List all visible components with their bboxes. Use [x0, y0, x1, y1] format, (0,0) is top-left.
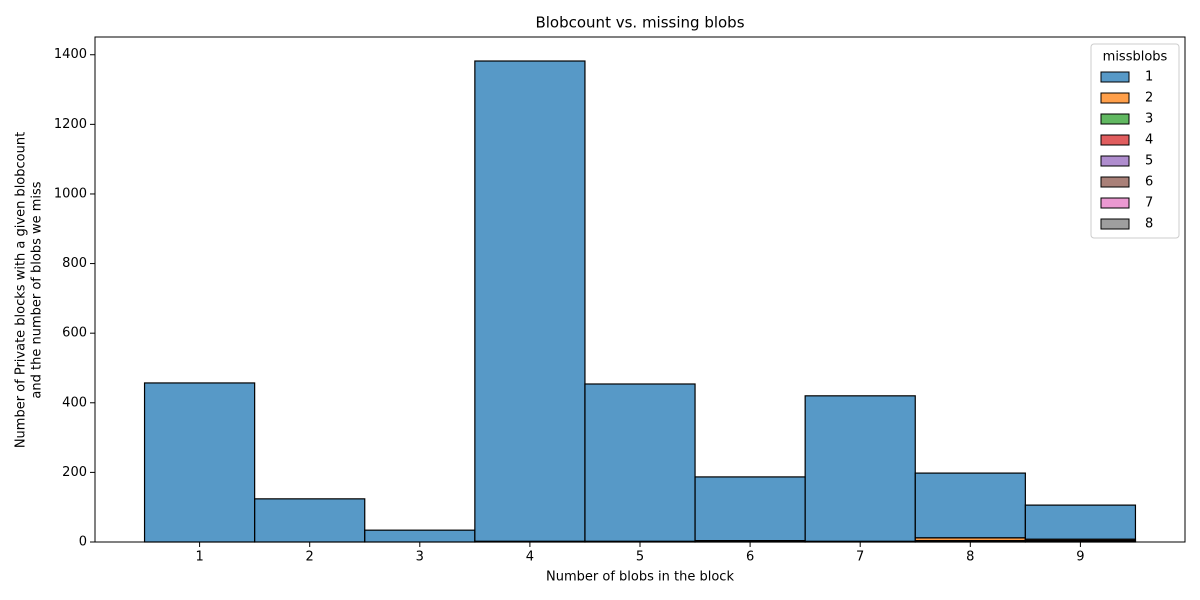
legend-swatch [1100, 113, 1130, 125]
y-tick-label: 1000 [54, 186, 87, 201]
legend-label: 8 [1145, 217, 1153, 232]
legend-label: 7 [1145, 196, 1153, 211]
legend-label: 2 [1145, 91, 1153, 106]
y-tick-label: 200 [62, 465, 87, 480]
legend-swatch [1100, 218, 1130, 230]
legend-swatch [1100, 176, 1130, 188]
legend-swatch [1100, 155, 1130, 167]
x-tick-label: 3 [416, 550, 424, 565]
x-tick-label: 8 [966, 550, 974, 565]
x-axis-label: Number of blobs in the block [546, 570, 734, 585]
x-tick-label: 9 [1076, 550, 1084, 565]
y-tick-label: 600 [62, 326, 87, 341]
y-tick-label: 800 [62, 256, 87, 271]
x-tick-label: 6 [746, 550, 754, 565]
bar [474, 60, 586, 542]
legend-swatch [1100, 92, 1130, 104]
legend-swatch [1100, 134, 1130, 146]
legend-label: 3 [1145, 112, 1153, 127]
y-tick-label: 1200 [54, 117, 87, 132]
bar [804, 395, 916, 542]
legend-swatch [1100, 197, 1130, 209]
x-tick-label: 5 [636, 550, 644, 565]
bar [143, 382, 256, 543]
legend-label: 4 [1145, 133, 1153, 148]
x-tick-label: 1 [195, 550, 203, 565]
y-axis-label: and the number of blobs we miss [30, 181, 45, 398]
bar [914, 472, 1026, 539]
chart-title: Blobcount vs. missing blobs [535, 14, 744, 32]
legend-label: 5 [1145, 154, 1153, 169]
x-tick-label: 7 [856, 550, 864, 565]
bar [364, 529, 476, 543]
y-tick-label: 400 [62, 395, 87, 410]
bar [1024, 504, 1137, 540]
plot-frame [94, 36, 1186, 543]
x-tick-label: 2 [306, 550, 314, 565]
bar [254, 498, 366, 543]
legend-label: 6 [1145, 175, 1153, 190]
y-tick-label: 0 [79, 535, 87, 550]
bar [694, 476, 806, 542]
legend-title: missblobs [1103, 50, 1168, 65]
legend-label: 1 [1145, 70, 1153, 85]
x-tick-label: 4 [526, 550, 534, 565]
y-axis-label: Number of Private blocks with a given bl… [14, 132, 29, 448]
y-tick-label: 1400 [54, 47, 87, 62]
legend-swatch [1100, 71, 1130, 83]
bar [584, 383, 696, 542]
